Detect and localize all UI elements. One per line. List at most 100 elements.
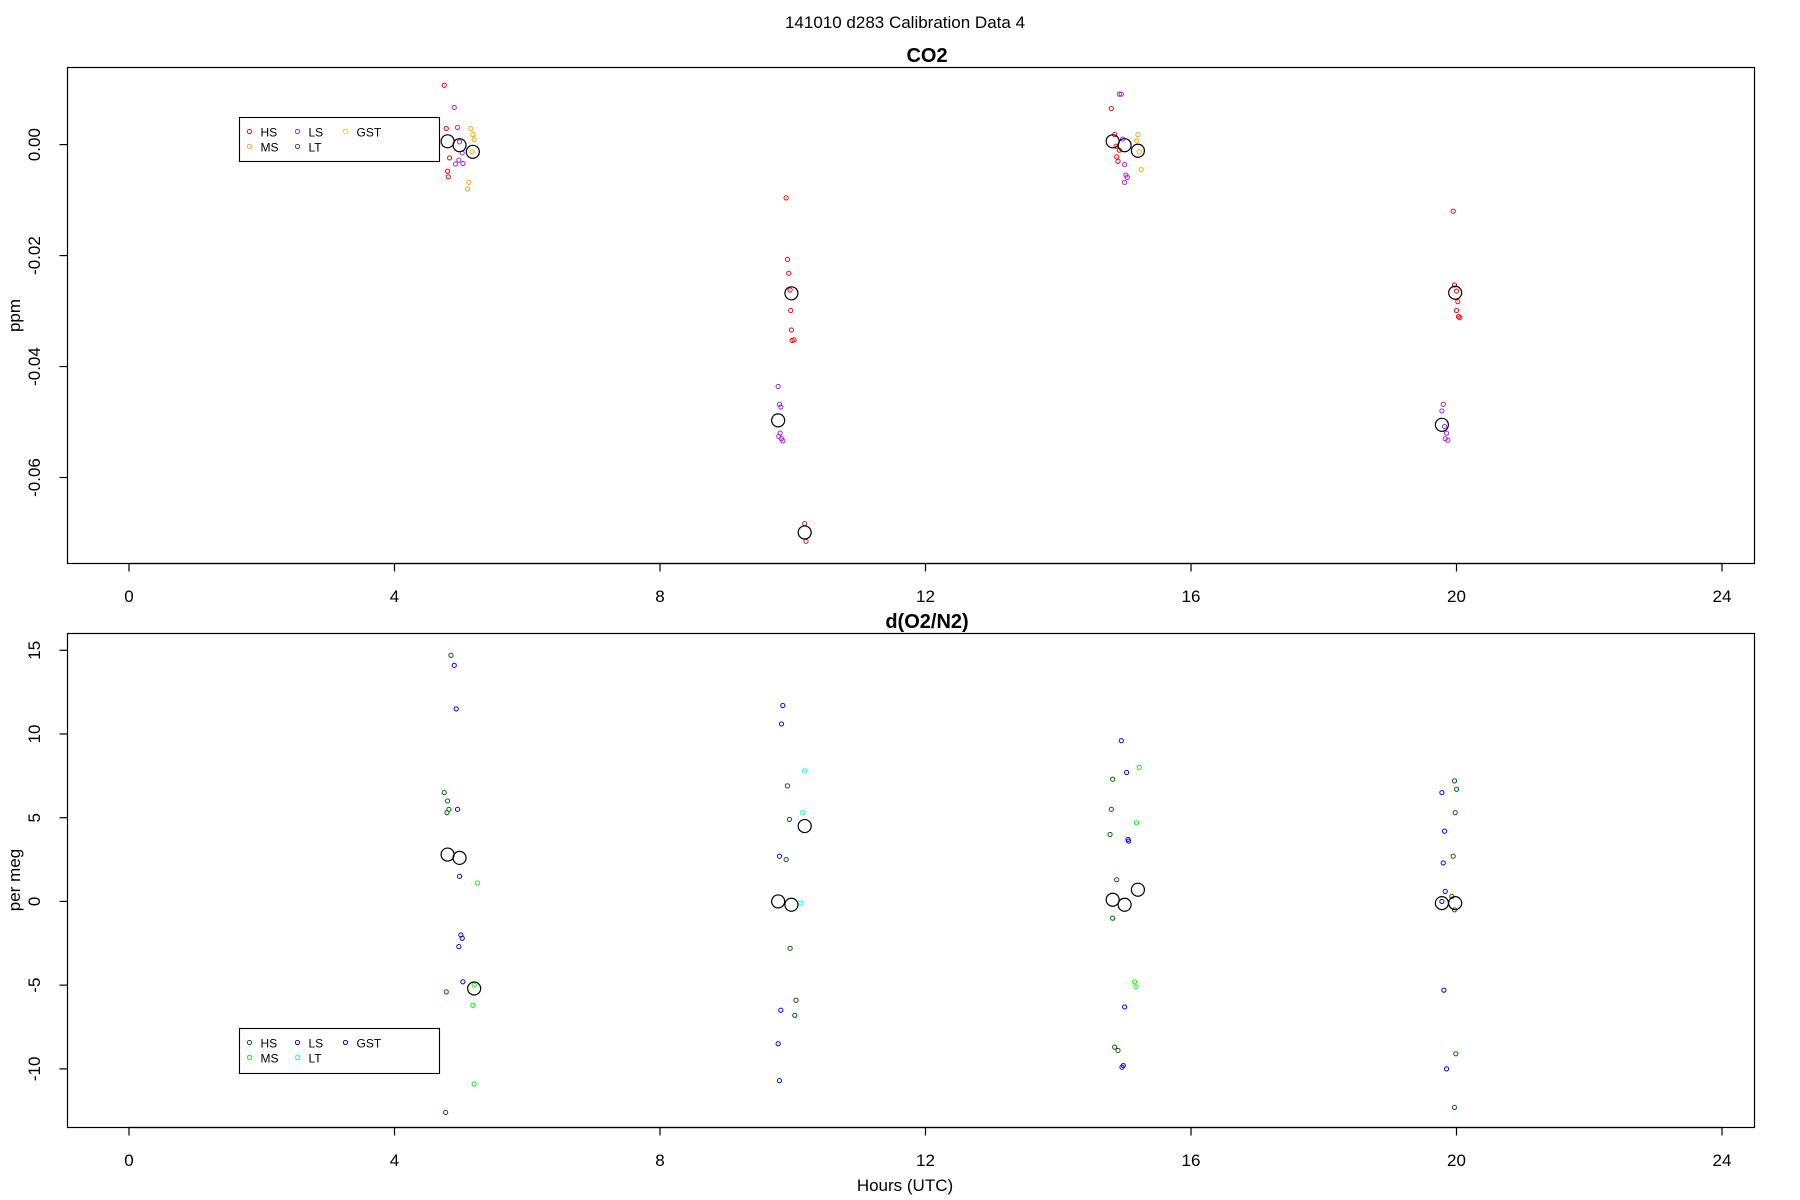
legend-label: MS [261, 1052, 279, 1066]
data-point [448, 652, 454, 658]
data-point [1452, 810, 1458, 816]
data-point [1122, 1004, 1128, 1010]
mean-point [1130, 143, 1146, 158]
data-point [1110, 776, 1116, 782]
data-point [1455, 314, 1462, 320]
data-point [1451, 778, 1458, 784]
data-point [780, 438, 786, 444]
data-point [1451, 1104, 1458, 1111]
x-tick-label: 24 [1713, 1151, 1732, 1170]
legend-symbol [246, 128, 253, 135]
o2n2-data-points [440, 652, 1463, 1116]
data-point [783, 856, 789, 863]
mean-point [797, 818, 812, 834]
x-tick-label: 8 [655, 1151, 664, 1170]
data-point [1453, 786, 1460, 792]
data-point [776, 853, 783, 859]
legend-symbol [246, 1054, 253, 1061]
data-point [1138, 166, 1144, 173]
o2n2-panel-title: d(O2/N2) [885, 611, 968, 633]
legend-label: HS [261, 126, 278, 140]
mean-point [1448, 285, 1463, 300]
mean-point [771, 894, 786, 909]
y-tick-label: 15 [25, 641, 44, 660]
data-point [446, 155, 453, 161]
data-point [471, 982, 477, 988]
data-point [1124, 174, 1130, 180]
x-tick-label: 20 [1447, 1151, 1466, 1170]
data-point [1112, 1044, 1118, 1050]
data-point [802, 520, 808, 527]
data-point [786, 270, 792, 276]
data-point [1122, 179, 1128, 185]
legend-label: LS [309, 126, 324, 140]
data-point [775, 1041, 781, 1047]
data-point [1133, 984, 1139, 990]
mean-point [771, 413, 786, 428]
data-point [802, 768, 808, 774]
x-tick-label: 8 [655, 587, 664, 606]
legend-label: LT [309, 1052, 323, 1066]
data-point [1443, 430, 1450, 436]
mean-point [1130, 882, 1146, 897]
data-point [778, 1007, 784, 1013]
data-point [1440, 401, 1446, 407]
y-tick-label: -0.04 [25, 347, 44, 386]
data-point [1136, 149, 1142, 155]
data-point [1124, 769, 1130, 776]
data-point [470, 1002, 476, 1008]
x-tick-label: 12 [916, 587, 935, 606]
data-point [1441, 828, 1448, 834]
data-point [1108, 105, 1114, 112]
data-point [1118, 91, 1124, 97]
mean-point [1105, 134, 1120, 149]
data-point [469, 149, 475, 155]
data-point [470, 132, 476, 138]
data-point [474, 880, 481, 886]
data-point [788, 327, 795, 333]
data-point [456, 944, 462, 950]
legend-symbol [342, 128, 349, 135]
data-point [1118, 738, 1124, 744]
y-tick-label: 0.00 [25, 128, 44, 161]
data-point [451, 104, 457, 111]
data-point [787, 945, 793, 951]
x-tick-label: 4 [390, 587, 399, 606]
data-point [444, 810, 450, 816]
data-point [776, 1078, 783, 1084]
co2-data-points [440, 82, 1463, 544]
data-point [780, 702, 786, 709]
data-point [443, 989, 449, 995]
mean-point [797, 525, 812, 540]
data-point [1453, 307, 1460, 314]
data-point [1114, 154, 1120, 160]
data-point [453, 706, 459, 712]
data-point [1439, 898, 1445, 905]
data-point [454, 806, 461, 812]
y-tick-label: -0.06 [25, 458, 44, 497]
data-point [445, 798, 451, 804]
x-tick-label: 16 [1182, 587, 1201, 606]
co2-panel-title: CO2 [906, 45, 947, 67]
data-point [454, 124, 461, 131]
mean-point [1117, 897, 1132, 912]
data-point [443, 1109, 449, 1116]
data-point [798, 900, 804, 906]
data-point [441, 82, 447, 88]
data-point [1445, 437, 1451, 443]
data-point [1115, 1047, 1121, 1054]
x-tick-label: 16 [1182, 1151, 1201, 1170]
mean-point [784, 897, 799, 912]
data-point [468, 125, 474, 132]
mean-point [1434, 417, 1449, 432]
data-point [1440, 860, 1446, 866]
data-point [456, 139, 463, 145]
data-point [1441, 987, 1447, 993]
mean-point [452, 138, 467, 153]
data-point [443, 125, 449, 132]
data-point [464, 186, 471, 192]
mean-point [1117, 138, 1132, 153]
mean-point [452, 850, 467, 865]
co2-y-axis-label: ppm [5, 299, 24, 332]
data-point [784, 256, 791, 263]
